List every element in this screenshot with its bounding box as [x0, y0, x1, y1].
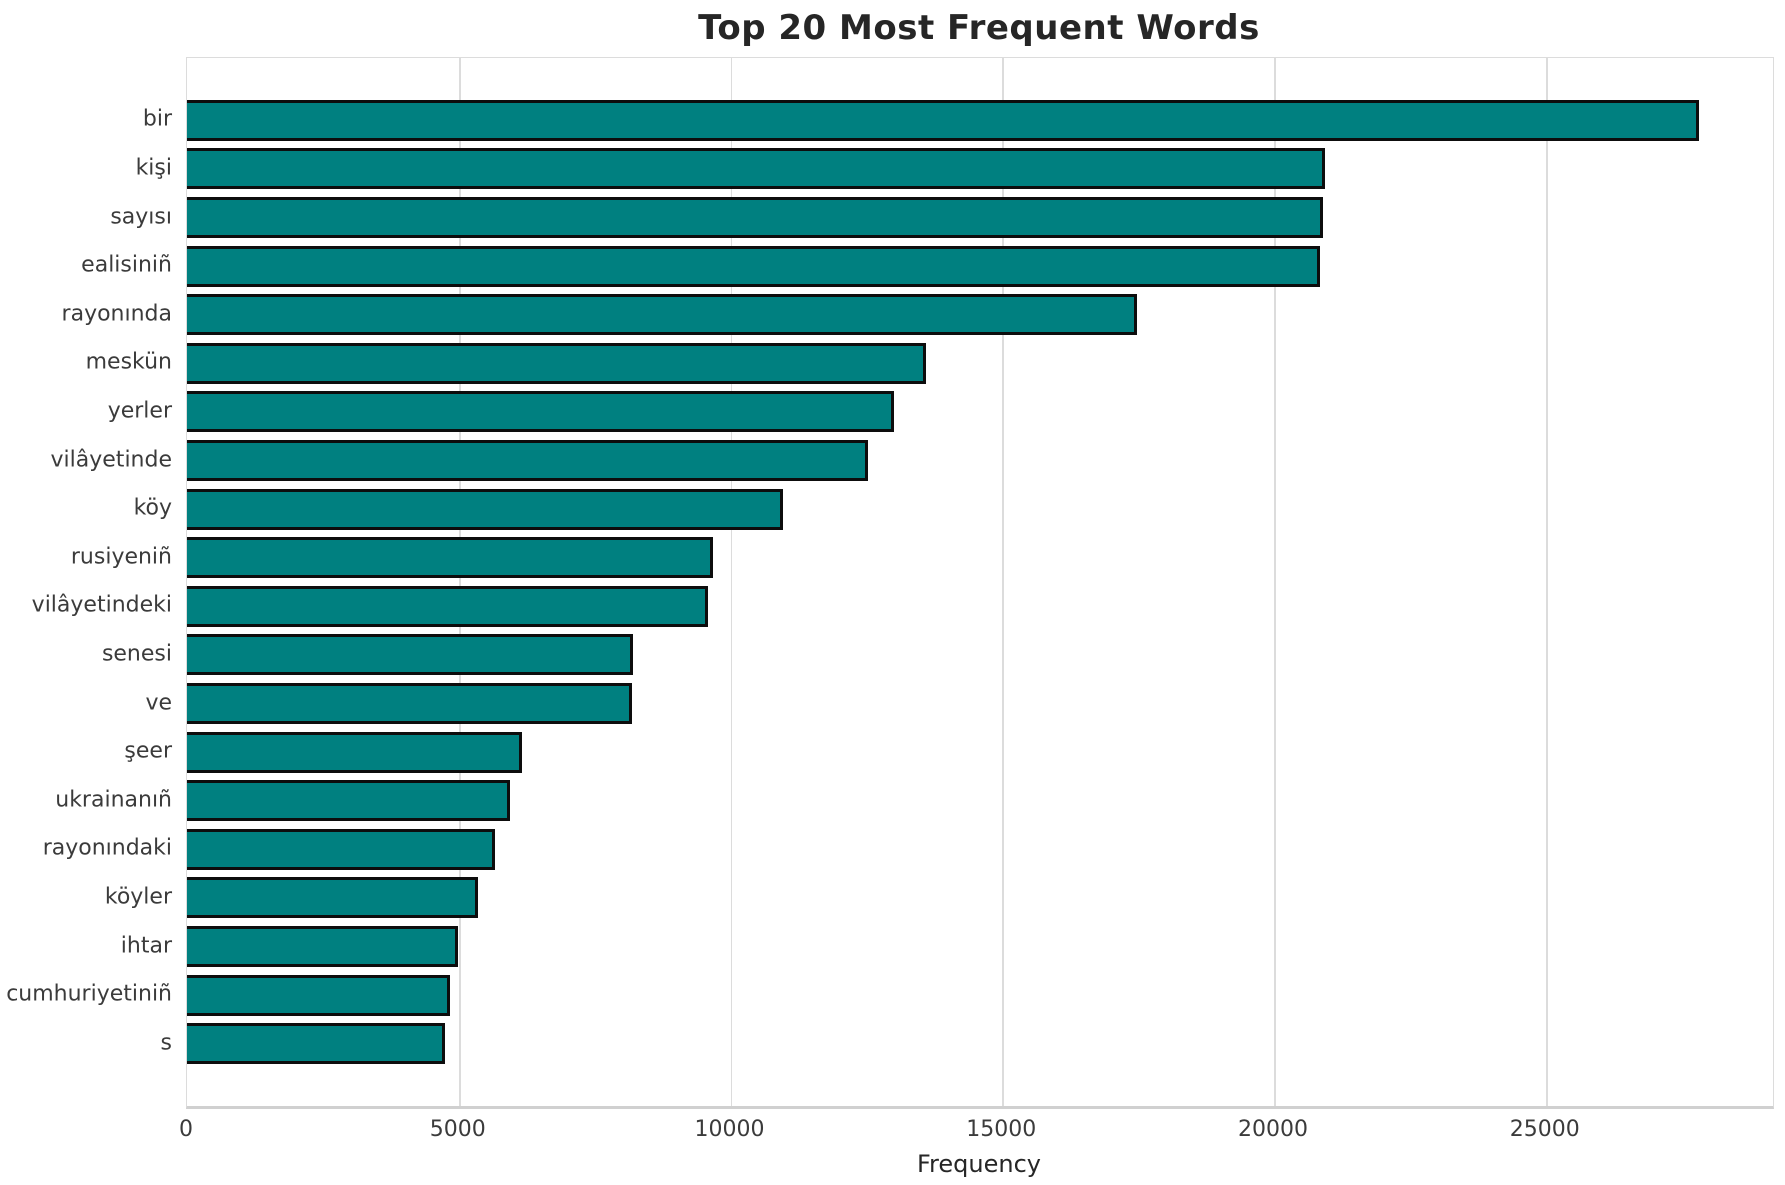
bar-ihtar: [187, 926, 458, 967]
x-tick-label-10000: 10000: [694, 1117, 765, 1142]
y-tick-label-s: s: [160, 1030, 172, 1056]
gridline-x-5000: [458, 58, 461, 1106]
y-tick-label-kişi: kişi: [135, 155, 172, 181]
y-tick-label-rusiyeniñ: rusiyeniñ: [70, 544, 172, 570]
gridline-x-10000: [730, 58, 733, 1106]
y-tick-label-bir: bir: [142, 106, 172, 132]
bar-s: [187, 1023, 445, 1065]
y-tick-label-köyler: köyler: [104, 884, 172, 910]
y-tick-label-vilâyetindeki: vilâyetindeki: [31, 592, 172, 618]
bar-meskün: [187, 342, 926, 384]
y-tick-label-ukrainanıñ: ukrainanıñ: [55, 787, 172, 813]
bar-rayonındaki: [187, 828, 496, 870]
y-tick-label-rayonındaki: rayonındaki: [42, 835, 172, 861]
y-tick-label-ve: ve: [145, 690, 172, 715]
x-axis-label: Frequency: [917, 1150, 1041, 1178]
plot-area: [186, 57, 1774, 1109]
bar-rusiyeniñ: [187, 537, 714, 579]
x-tick-label-25000: 25000: [1509, 1117, 1580, 1142]
y-tick-label-meskün: meskün: [85, 349, 172, 375]
y-tick-label-ealisiniñ: ealisiniñ: [81, 252, 172, 278]
bar-senesi: [187, 634, 633, 676]
y-tick-label-rayonında: rayonında: [61, 301, 172, 327]
y-tick-label-yerler: yerler: [107, 398, 172, 424]
chart-title: Top 20 Most Frequent Words: [698, 8, 1260, 48]
gridline-x-25000: [1545, 58, 1548, 1106]
bar-yerler: [187, 391, 894, 433]
x-tick-label-20000: 20000: [1238, 1117, 1309, 1142]
bar-vilâyetindeki: [187, 585, 708, 627]
bar-ve: [187, 683, 632, 724]
y-tick-label-ihtar: ihtar: [120, 933, 172, 958]
gridline-x-15000: [1002, 58, 1005, 1106]
y-tick-label-şeer: şeer: [124, 738, 172, 764]
bar-vilâyetinde: [187, 440, 868, 481]
y-tick-label-vilâyetinde: vilâyetinde: [50, 447, 172, 472]
bar-ukrainanıñ: [187, 780, 510, 822]
y-tick-label-senesi: senesi: [101, 641, 172, 667]
bar-köy: [187, 488, 784, 530]
x-tick-label-5000: 5000: [429, 1117, 486, 1142]
bar-ealisiniñ: [187, 245, 1320, 287]
y-tick-label-cumhuriyetiniñ: cumhuriyetiniñ: [6, 981, 172, 1007]
bar-sayısı: [187, 197, 1323, 238]
y-tick-label-köy: köy: [133, 495, 172, 521]
bar-kişi: [187, 148, 1326, 190]
y-tick-label-sayısı: sayısı: [110, 204, 172, 229]
bar-şeer: [187, 731, 523, 773]
bar-rayonında: [187, 294, 1137, 336]
gridline-x-20000: [1274, 58, 1276, 1106]
bar-köyler: [187, 877, 479, 919]
bar-bir: [187, 99, 1700, 141]
bar-cumhuriyetiniñ: [187, 974, 451, 1016]
x-tick-label-15000: 15000: [966, 1117, 1037, 1142]
x-tick-label-0: 0: [179, 1117, 193, 1142]
